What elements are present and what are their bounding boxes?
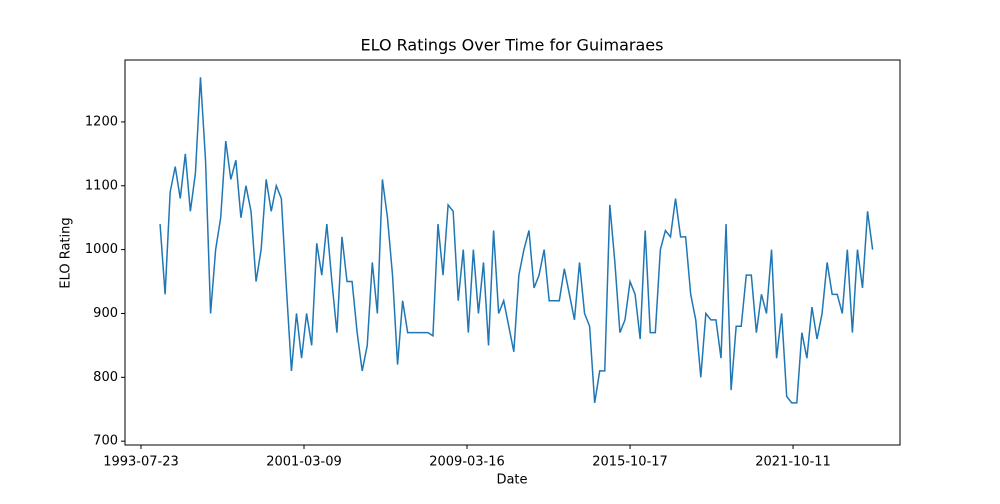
y-tick-label: 800 <box>93 370 118 385</box>
y-tick-label: 900 <box>93 306 118 321</box>
plot-frame <box>124 59 901 446</box>
x-tick-label: 2001-03-09 <box>266 455 342 470</box>
y-tick-label: 1200 <box>85 114 118 129</box>
x-tick-label: 2009-03-16 <box>429 455 505 470</box>
series-line <box>159 77 874 404</box>
y-axis-label: ELO Rating <box>59 217 74 288</box>
x-axis-label: Date <box>496 473 527 488</box>
x-tick-label: 2021-10-11 <box>755 455 831 470</box>
y-tick-label: 1100 <box>85 178 118 193</box>
y-tick-label: 1000 <box>85 242 118 257</box>
x-tick-label: 2015-10-17 <box>592 455 668 470</box>
chart-title: ELO Ratings Over Time for Guimaraes <box>361 36 664 55</box>
y-tick-label: 700 <box>93 434 118 449</box>
x-tick-label: 1993-07-23 <box>103 455 179 470</box>
